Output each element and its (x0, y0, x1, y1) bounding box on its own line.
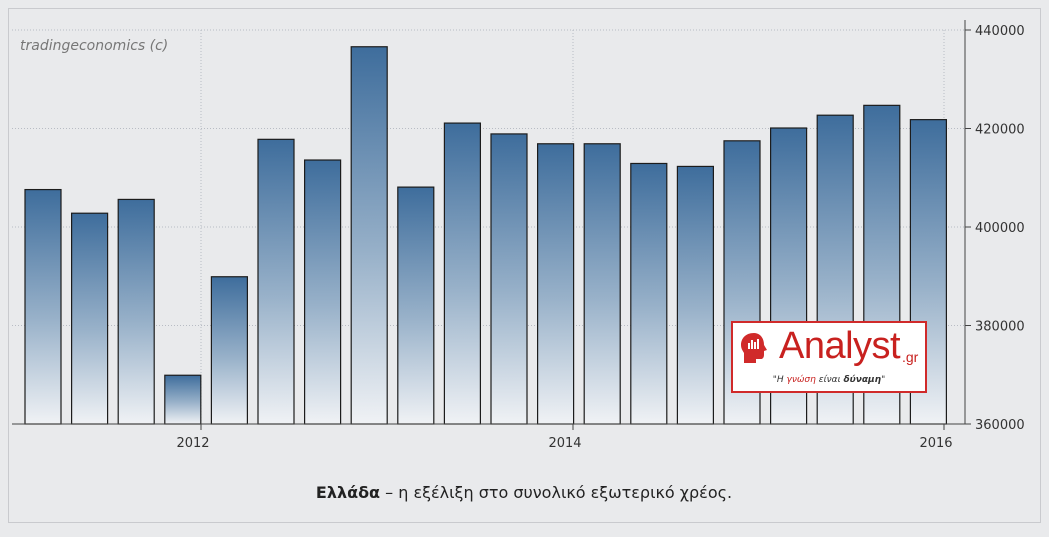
logo-brand: Analyst (779, 325, 901, 367)
bar (350, 46, 388, 425)
x-tick-label: 2012 (176, 436, 209, 451)
axes: 360000 380000 400000 420000 440000 2012 2014 20… (12, 20, 1025, 451)
y-tick-label: 400000 (975, 221, 1025, 236)
caption-country: Ελλάδα (316, 483, 380, 502)
bar (210, 276, 248, 425)
bar (164, 374, 202, 425)
slogan-open: "Η (772, 375, 787, 385)
chart-caption: Ελλάδα – η εξέλιξη στο συνολικό εξωτερικ… (316, 483, 732, 502)
caption-text: – η εξέλιξη στο συνολικό εξωτερικό χρέος… (380, 483, 732, 502)
bar (70, 212, 109, 425)
bar (490, 133, 528, 425)
bar (676, 165, 715, 425)
y-tick-label: 380000 (975, 320, 1025, 335)
bar (583, 143, 621, 425)
logo-tld: .gr (902, 349, 919, 365)
head-brain-icon (741, 333, 767, 363)
bar (443, 122, 481, 425)
bar (630, 162, 668, 425)
slogan-mid: είναι (815, 375, 844, 385)
bar (536, 143, 575, 425)
y-tick-label: 360000 (975, 418, 1025, 433)
bar (24, 188, 62, 425)
watermark: tradingeconomics (c) (20, 38, 168, 54)
bar (257, 138, 295, 425)
bar (397, 186, 435, 425)
x-tick-label: 2016 (919, 436, 952, 451)
x-tick-label: 2014 (548, 436, 581, 451)
slogan-red: γνώση (786, 375, 816, 385)
analyst-logo: Analyst .gr "Η γνώση είναι δύναμη" (731, 321, 927, 393)
y-tick-label: 440000 (975, 24, 1025, 39)
logo-slogan: "Η γνώση είναι δύναμη" (733, 375, 925, 385)
bar (304, 159, 342, 425)
slogan-bold: δύναμη (843, 375, 882, 385)
y-tick-label: 420000 (975, 123, 1025, 138)
slogan-close: " (881, 375, 886, 385)
bar (117, 198, 155, 425)
